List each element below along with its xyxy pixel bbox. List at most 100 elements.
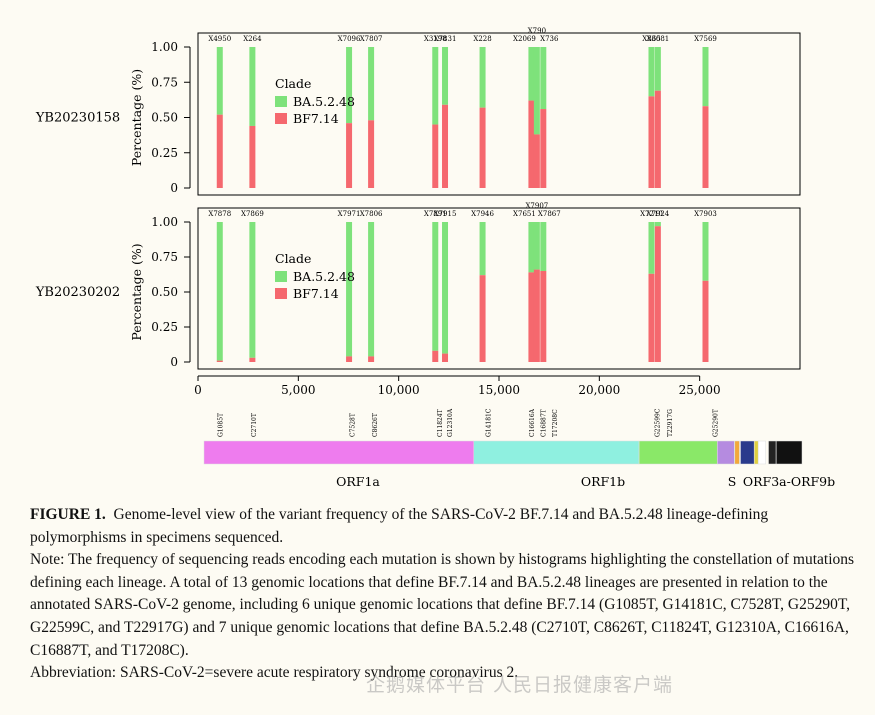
genome-segment-n [776,440,803,465]
genome-segment-orf7 [758,440,767,465]
sample-label: YB20230202 [35,285,120,300]
mutation-label: C11824T [437,409,444,437]
legend-label: BA.5.2.48 [293,94,355,109]
bar-ba-5-2-48 [528,222,535,273]
bar-top-label: X7903 [694,210,717,218]
bar-bf7-14 [368,356,375,362]
bar-bf7-14 [368,120,375,188]
bar-bf7-14 [702,280,709,362]
bar-ba-5-2-48 [216,222,223,361]
caption-abbreviation: Abbreviation: SARS-CoV-2=severe acute re… [30,664,519,682]
x-tick-label: 10,000 [378,383,420,397]
x-tick-label: 25,000 [679,383,721,397]
bar-ba-5-2-48 [528,47,535,101]
bar-top-label: X7924 [646,210,669,218]
panel-frame [197,207,801,370]
mutation-label: C7528T [349,413,356,437]
genome-segment-label: ORF1a [336,474,380,489]
bar-top-label: X228 [473,35,491,43]
genome-segment-orf1b [473,440,640,465]
legend-title: Clade [275,76,311,91]
y-tick-label: 0.25 [151,146,178,160]
bar-bf7-14 [654,226,661,362]
y-axis-label: Percentage (%) [129,243,144,340]
bar-top-label: X7569 [694,35,717,43]
caption-note: Note: The frequency of sequencing reads … [30,551,855,659]
y-tick-label: 0 [170,181,178,195]
genome-segment-label: ORF3a-ORF9b [743,474,835,489]
bar-top-label: X4950 [208,35,231,43]
y-tick-label: 0 [170,355,178,369]
bar-bf7-14 [648,96,655,188]
bar-ba-5-2-48 [432,222,439,351]
legend-label: BA.5.2.48 [293,269,355,284]
mutation-label: T17208C [552,409,559,437]
x-tick-label: 20,000 [578,383,620,397]
sample-label: YB20230158 [35,111,120,126]
genome-segment-label: ORF1b [581,474,625,489]
bar-ba-5-2-48 [442,47,449,105]
mutation-label: C8626T [372,413,379,437]
bar-bf7-14 [540,109,547,188]
bar-ba-5-2-48 [648,222,655,274]
bar-top-label: X3198 [424,35,447,43]
bar-ba-5-2-48 [533,222,540,270]
bar-bf7-14 [533,269,540,362]
bar-bf7-14 [479,275,486,362]
bar-bf7-14 [249,125,256,188]
legend-swatch [275,113,287,124]
panel-frame [197,32,801,196]
bar-ba-5-2-48 [540,222,547,271]
genome-segment-orf3a [717,440,735,465]
bar-top-label: X7907 [525,202,548,210]
bar-top-label: X7807 [360,35,383,43]
y-tick-label: 0.50 [151,285,178,299]
bar-bf7-14 [346,356,353,362]
bar-top-label: X7831 [434,35,457,43]
bar-bf7-14 [346,123,353,188]
bar-bf7-14 [479,107,486,188]
caption-title: FIGURE 1. Genome-level view of the varia… [30,504,860,549]
bar-bf7-14 [432,124,439,188]
bar-ba-5-2-48 [249,222,256,358]
bar-bf7-14 [216,114,223,188]
legend-swatch [275,271,287,282]
x-tick-label: 0 [194,383,202,397]
y-tick-label: 1.00 [151,40,178,54]
mutation-label: C2710T [251,413,258,437]
bar-ba-5-2-48 [479,47,486,108]
y-axis-label: Percentage (%) [129,69,144,166]
legend-title: Clade [275,251,311,266]
bar-ba-5-2-48 [702,47,709,107]
mutation-label: C16887T [541,409,548,437]
bar-ba-5-2-48 [432,47,439,125]
genome-segment-label: S [728,474,737,489]
bar-ba-5-2-48 [346,222,353,357]
bar-bf7-14 [540,271,547,362]
bar-bf7-14 [442,353,449,362]
bar-top-label: X264 [243,35,262,43]
bar-bf7-14 [533,134,540,188]
legend-swatch [275,288,287,299]
bar-ba-5-2-48 [702,222,709,281]
bar-ba-5-2-48 [346,47,353,124]
mutation-label: C16616A [529,408,536,437]
y-tick-label: 0.25 [151,320,178,334]
bar-bf7-14 [654,90,661,188]
bar-top-label: X7869 [241,210,264,218]
bar-ba-5-2-48 [479,222,486,276]
bar-top-label: X7651 [513,210,536,218]
bar-ba-5-2-48 [368,47,375,121]
bar-bf7-14 [702,106,709,188]
mutation-label: G14181C [485,408,492,437]
y-tick-label: 1.00 [151,215,178,229]
mutation-label: T22917G [667,409,674,437]
mutation-label: G22599C [654,408,661,437]
bar-ba-5-2-48 [648,47,655,97]
bar-bf7-14 [442,104,449,188]
bar-bf7-14 [249,357,256,362]
figure-title-text: Genome-level view of the variant frequen… [30,506,769,546]
bar-ba-5-2-48 [368,222,375,357]
bar-top-label: X7096 [338,35,361,43]
bar-bf7-14 [528,272,535,362]
